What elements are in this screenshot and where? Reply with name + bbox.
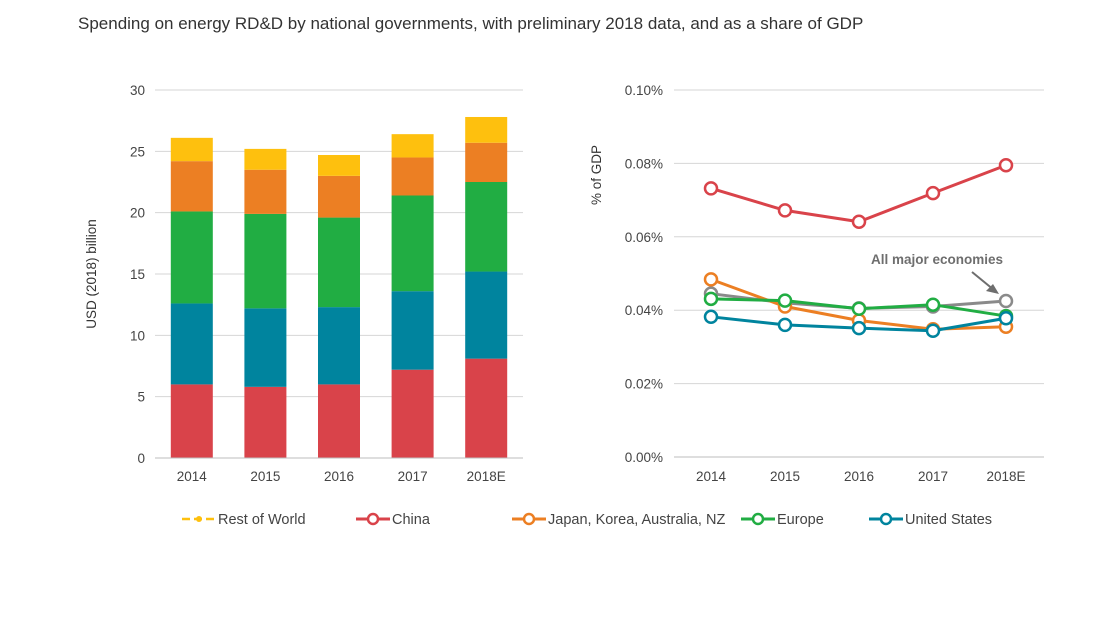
y-tick-label: 0.02% (625, 377, 663, 392)
bar-segment-europe (318, 217, 360, 308)
data-point-united-states (925, 323, 941, 339)
bar-segment-rest-of-world (244, 148, 287, 170)
bar-segment-europe (391, 195, 434, 292)
bar-segment-united-states (244, 308, 287, 387)
bar-segment-china (318, 384, 360, 458)
y-tick-label: 0.00% (625, 450, 663, 465)
legend-swatch-marker (879, 512, 893, 526)
data-point-europe (703, 291, 719, 307)
x-tick-label: 2014 (696, 469, 727, 484)
legend-swatch-dot (196, 516, 202, 522)
x-tick-label: 2018E (467, 469, 506, 484)
y-tick-label: 25 (130, 144, 145, 159)
y-tick-label: 30 (130, 83, 145, 98)
legend-label: Japan, Korea, Australia, NZ (548, 512, 725, 528)
data-point-europe (851, 301, 867, 316)
legend-label: Europe (777, 512, 824, 528)
x-tick-label: 2016 (844, 469, 874, 484)
data-point-europe (925, 297, 941, 312)
data-point-china (925, 185, 941, 201)
data-point-united-states (998, 311, 1014, 326)
bar-segment-united-states (318, 307, 360, 385)
bar-segment-japan-korea-australia-nz (318, 175, 360, 218)
legend-swatch-marker (522, 512, 536, 526)
bar-segment-japan-korea-australia-nz (391, 157, 434, 196)
x-tick-label: 2017 (398, 469, 428, 484)
annotation-label: All major economies (871, 252, 1003, 267)
legend-label: United States (905, 512, 992, 528)
data-point-china (998, 157, 1014, 173)
data-point-china (851, 214, 867, 230)
y-tick-label: 0.08% (625, 156, 663, 171)
legend-item: Japan, Korea, Australia, NZ (512, 512, 725, 528)
y-tick-label: 0 (137, 451, 145, 466)
bar-segment-china (244, 386, 287, 458)
data-point-united-states (703, 309, 719, 325)
bar-segment-united-states (465, 271, 508, 359)
data-point-japan-korea-australia-nz (703, 272, 719, 287)
bar-segment-china (391, 369, 434, 458)
data-point-united-states (777, 317, 793, 333)
y-tick-label: 5 (137, 390, 145, 405)
x-tick-label: 2018E (986, 469, 1025, 484)
x-tick-label: 2016 (324, 469, 354, 484)
x-tick-label: 2017 (918, 469, 948, 484)
data-point-china (703, 181, 719, 196)
bar-segment-china (465, 358, 508, 458)
bar-segment-rest-of-world (318, 155, 360, 176)
bar-segment-japan-korea-australia-nz (170, 161, 213, 212)
annotation-arrow-head (986, 284, 999, 294)
legend-swatch-marker (751, 512, 765, 526)
legend-swatch-marker (366, 512, 380, 526)
bar-segment-europe (465, 182, 508, 272)
y-tick-label: 20 (130, 206, 145, 221)
bar-segment-united-states (391, 291, 434, 370)
x-tick-label: 2014 (177, 469, 208, 484)
legend-item: Rest of World (182, 512, 306, 528)
bar-segment-europe (170, 211, 213, 304)
bar-segment-china (170, 384, 213, 458)
y-tick-label: 0.10% (625, 83, 663, 98)
legend-label: China (392, 512, 431, 528)
y-tick-label: 15 (130, 267, 145, 282)
bar-segment-japan-korea-australia-nz (465, 142, 508, 182)
y-axis-label: USD (2018) billion (84, 219, 99, 329)
data-point-europe (777, 293, 793, 308)
legend-item: China (356, 512, 431, 528)
data-point-all-major-economies (998, 293, 1014, 309)
y-tick-label: 0.06% (625, 230, 663, 245)
x-tick-label: 2015 (250, 469, 280, 484)
bar-segment-europe (244, 213, 287, 309)
y-tick-label: 10 (130, 328, 145, 343)
bar-segment-rest-of-world (391, 134, 434, 158)
legend-item: Europe (741, 512, 824, 528)
chart-title: Spending on energy RD&D by national gove… (78, 14, 864, 33)
bar-segment-japan-korea-australia-nz (244, 169, 287, 214)
bar-segment-rest-of-world (465, 116, 508, 143)
y-tick-label: 0.04% (625, 303, 663, 318)
bar-segment-rest-of-world (170, 137, 213, 162)
data-point-china (777, 203, 793, 218)
legend-label: Rest of World (218, 512, 306, 528)
legend-item: United States (869, 512, 992, 528)
x-tick-label: 2015 (770, 469, 800, 484)
y-axis-label: % of GDP (589, 145, 604, 205)
bar-segment-united-states (170, 303, 213, 385)
data-point-united-states (851, 320, 867, 336)
